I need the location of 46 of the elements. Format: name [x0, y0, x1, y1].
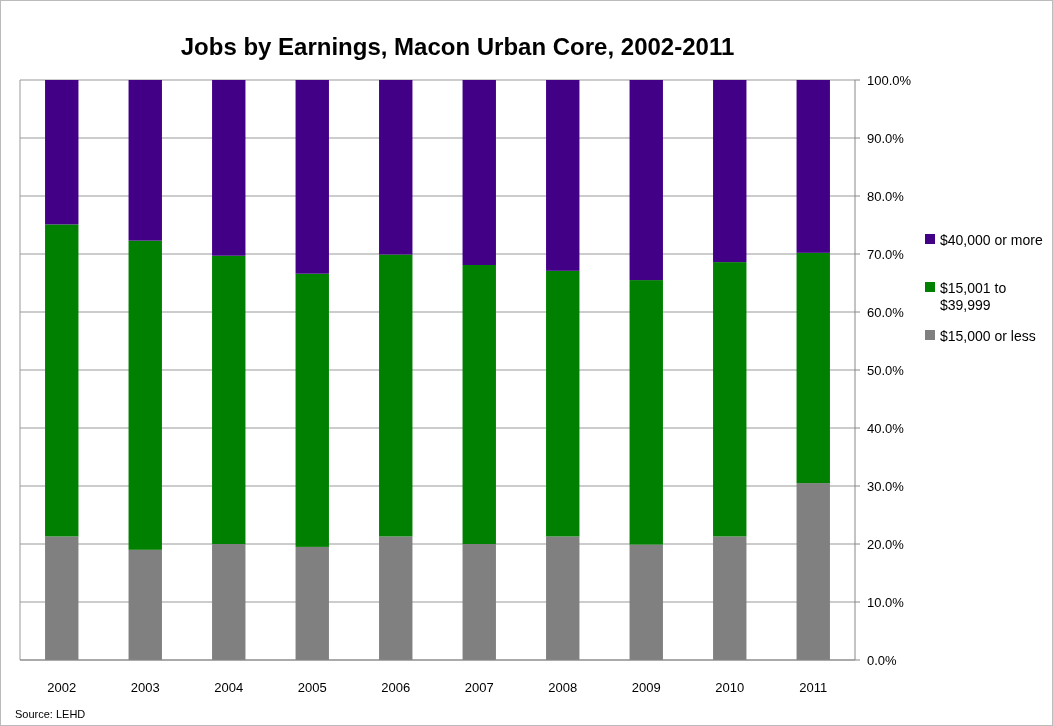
y-tick-label: 80.0%	[867, 188, 905, 204]
source-note: Source: LEHD	[15, 708, 86, 720]
bar	[629, 80, 663, 281]
bar	[546, 80, 580, 271]
bar	[713, 262, 747, 537]
bar	[796, 252, 830, 484]
bar	[45, 80, 79, 225]
x-tick-label: 2007	[464, 680, 494, 695]
bar	[462, 80, 496, 266]
x-tick-label: 2003	[130, 680, 160, 695]
bar	[379, 80, 413, 255]
y-tick-label: 20.0%	[867, 536, 905, 552]
bar	[128, 240, 162, 550]
bar	[546, 270, 580, 537]
y-tick-label: 40.0%	[867, 420, 905, 436]
bar	[796, 80, 830, 253]
x-tick-label: 2004	[214, 680, 244, 695]
x-tick-label: 2006	[381, 680, 411, 695]
y-tick-label: 10.0%	[867, 594, 905, 610]
x-tick-label: 2009	[631, 680, 661, 695]
bar	[45, 224, 79, 537]
legend-label: $15,000 or less	[940, 327, 1036, 344]
y-tick-label: 70.0%	[867, 246, 905, 262]
x-tick-label: 2008	[548, 680, 578, 695]
bar	[629, 280, 663, 545]
bar	[212, 255, 246, 544]
y-tick-label: 30.0%	[867, 478, 905, 494]
legend-label: $40,000 or more	[940, 231, 1043, 248]
bar	[379, 254, 413, 537]
x-tick-label: 2010	[715, 680, 745, 695]
legend-label: $15,001 to $39,999	[940, 279, 1007, 313]
bar	[462, 265, 496, 544]
x-tick-label: 2002	[47, 680, 77, 695]
y-tick-label: 90.0%	[867, 130, 905, 146]
x-tick-label: 2005	[297, 680, 327, 695]
bar	[295, 80, 329, 274]
bar	[128, 80, 162, 241]
y-tick-label: 100.0%	[867, 72, 912, 88]
x-tick-label: 2011	[799, 680, 828, 695]
bar	[212, 80, 246, 256]
bar	[713, 80, 747, 263]
y-tick-label: 60.0%	[867, 304, 905, 320]
y-tick-label: 0.0%	[867, 652, 898, 668]
y-tick-label: 50.0%	[867, 362, 905, 378]
chart-title: Jobs by Earnings, Macon Urban Core, 2002-2011	[180, 33, 735, 60]
bar	[295, 273, 329, 547]
